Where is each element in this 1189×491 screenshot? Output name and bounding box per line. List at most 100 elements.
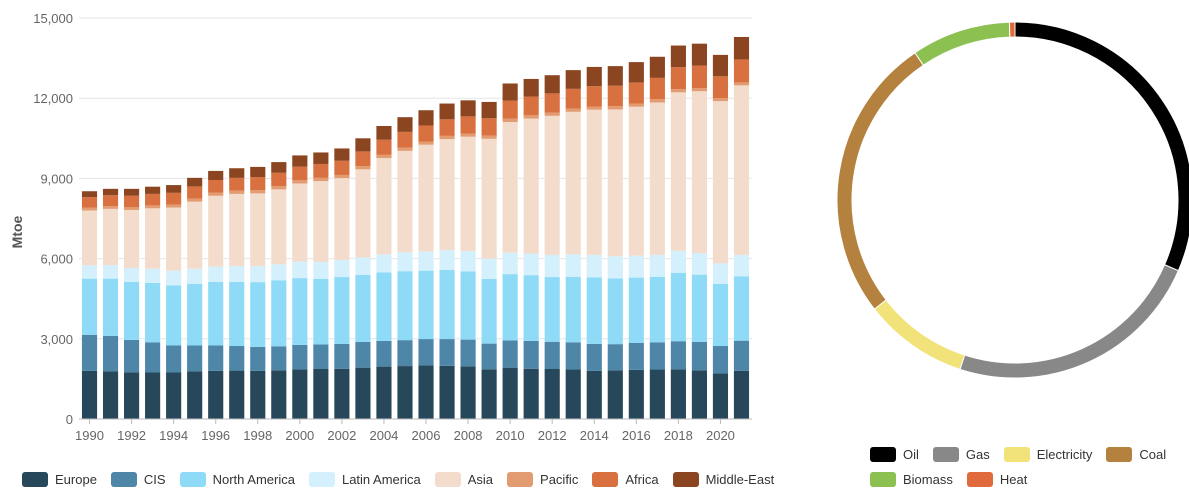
x-tick-label: 2016 [622, 428, 651, 443]
legend-item-asia[interactable]: Asia [434, 472, 493, 487]
bar-segment-latin-america [292, 261, 308, 279]
bar-segment-middle-east [733, 36, 750, 60]
bar-segment-pacific [145, 205, 161, 209]
bar-segment-north-america [544, 277, 560, 342]
bar-segment-europe [670, 369, 686, 419]
bar-segment-asia [502, 121, 518, 253]
bar-segment-asia [733, 85, 750, 255]
bar-segment-cis [565, 342, 581, 370]
bar-segment-middle-east [418, 110, 434, 126]
legend-item-pacific[interactable]: Pacific [507, 472, 578, 487]
x-tick-label: 2000 [285, 428, 314, 443]
legend-item-latin-america[interactable]: Latin America [308, 472, 421, 487]
bar-segment-africa [628, 82, 644, 104]
legend-swatch [179, 472, 206, 487]
bar-segment-latin-america [628, 255, 644, 278]
bar-segment-africa [565, 88, 581, 109]
bar-segment-middle-east [376, 126, 392, 140]
legend-label: North America [212, 472, 295, 487]
legend-item-coal[interactable]: Coal [1106, 447, 1166, 462]
bar-segment-middle-east [481, 101, 497, 119]
bar-segment-cis [124, 339, 140, 373]
bar-segment-middle-east [208, 170, 224, 181]
x-tick-label: 2010 [496, 428, 525, 443]
bar-segment-europe [691, 370, 707, 419]
bar-segment-latin-america [102, 265, 119, 279]
bar-segment-europe [271, 370, 287, 419]
bar-segment-pacific [418, 141, 434, 145]
bar-segment-pacific [670, 89, 686, 93]
bar-segment-asia [544, 115, 560, 255]
bar-segment-cis [628, 342, 644, 370]
bar-segment-africa [439, 119, 455, 136]
legend-item-gas[interactable]: Gas [932, 447, 990, 462]
bar-segment-africa [250, 177, 266, 191]
bar-segment-north-america [81, 278, 98, 335]
legend-item-electricity[interactable]: Electricity [1003, 447, 1092, 462]
bar-segment-africa [271, 172, 287, 187]
bar-segment-middle-east [565, 70, 581, 89]
bar-segment-africa [376, 139, 392, 155]
bar-segment-europe [334, 368, 350, 419]
bar-segment-cis [334, 343, 350, 369]
bar-segment-latin-america [166, 270, 182, 286]
bar-segment-pacific [586, 106, 602, 110]
bar-segment-pacific [628, 103, 644, 107]
bar-segment-middle-east [397, 117, 413, 132]
bar-segment-cis [607, 344, 623, 371]
legend-item-heat[interactable]: Heat [966, 472, 1027, 487]
bar-segment-cis [418, 339, 434, 366]
bar-segment-middle-east [334, 148, 350, 161]
bar-segment-cis [649, 342, 665, 370]
legend-item-africa[interactable]: Africa [592, 472, 659, 487]
bar-segment-africa [649, 77, 665, 100]
bar-segment-cis [397, 340, 413, 367]
y-axis-label: Mtoe [9, 215, 25, 248]
bar-segment-north-america [691, 274, 707, 343]
bar-segment-north-america [481, 278, 497, 344]
bar-segment-europe [481, 369, 497, 419]
bar-segment-pacific [712, 98, 729, 102]
bar-segment-asia [124, 209, 140, 268]
bar-segment-middle-east [544, 75, 560, 94]
donut-chart [836, 21, 1189, 379]
bar-segment-africa [208, 180, 224, 193]
bar-segment-cis [102, 335, 119, 372]
bar-segment-latin-america [502, 252, 518, 275]
bar-segment-middle-east [145, 186, 161, 194]
bar-segment-africa [733, 59, 750, 83]
bar-segment-pacific [565, 108, 581, 112]
bar-segment-middle-east [691, 43, 707, 66]
bar-segment-latin-america [229, 266, 245, 282]
bar-segment-north-america [166, 285, 182, 346]
bar-segment-asia [586, 109, 602, 255]
bar-segment-latin-america [208, 266, 224, 282]
bar-segment-asia [439, 139, 455, 251]
bar-segment-pacific [523, 115, 539, 119]
bar-segment-north-america [271, 280, 287, 347]
bar-segment-europe [607, 370, 623, 419]
bar-segment-middle-east [670, 45, 686, 68]
bar-segment-north-america [607, 278, 623, 345]
legend-item-cis[interactable]: CIS [110, 472, 166, 487]
bar-segment-asia [355, 169, 371, 258]
bar-segment-asia [670, 92, 686, 251]
legend-item-biomass[interactable]: Biomass [870, 472, 953, 487]
bar-segment-europe [124, 372, 140, 419]
bar-segment-africa [481, 118, 497, 136]
bar-segment-middle-east [628, 62, 644, 83]
legend-item-north-america[interactable]: North America [179, 472, 295, 487]
bar-segment-middle-east [712, 54, 729, 77]
bar-segment-middle-east [439, 103, 455, 120]
bar-segment-asia [418, 144, 434, 252]
legend-label: Gas [965, 447, 990, 462]
bar-segment-north-america [355, 274, 371, 343]
bar-segment-north-america [124, 281, 140, 340]
legend-item-europe[interactable]: Europe [22, 472, 97, 487]
bar-chart-y-ticks: 0 3,000 6,000 9,000 12,000 15,000 [33, 11, 73, 427]
legend-item-oil[interactable]: Oil [870, 447, 919, 462]
bar-segment-asia [81, 210, 98, 266]
bar-segment-north-america [565, 276, 581, 343]
legend-item-middle-east[interactable]: Middle-East [672, 472, 775, 487]
legend-label: Middle-East [705, 472, 775, 487]
